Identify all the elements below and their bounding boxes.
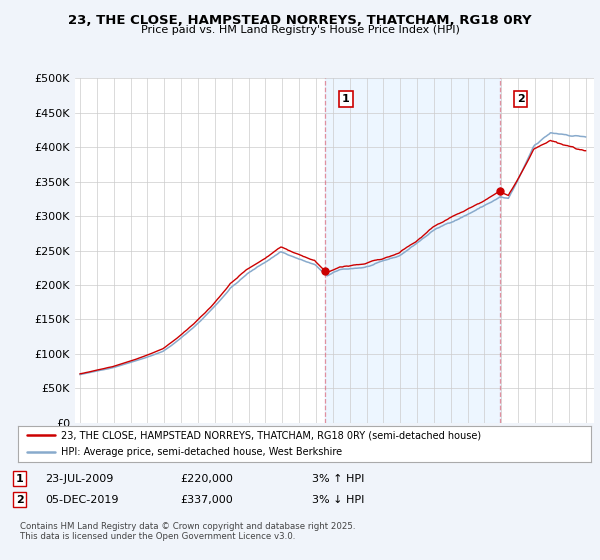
Text: 1: 1 — [16, 474, 23, 484]
Bar — [325, 78, 500, 423]
Text: £220,000: £220,000 — [180, 474, 233, 484]
Text: 1: 1 — [342, 94, 350, 104]
Text: 05-DEC-2019: 05-DEC-2019 — [45, 494, 119, 505]
Text: 3% ↑ HPI: 3% ↑ HPI — [312, 474, 364, 484]
Text: £337,000: £337,000 — [180, 494, 233, 505]
Text: Contains HM Land Registry data © Crown copyright and database right 2025.
This d: Contains HM Land Registry data © Crown c… — [20, 522, 355, 542]
Text: 23-JUL-2009: 23-JUL-2009 — [45, 474, 113, 484]
Text: 3% ↓ HPI: 3% ↓ HPI — [312, 494, 364, 505]
Text: HPI: Average price, semi-detached house, West Berkshire: HPI: Average price, semi-detached house,… — [61, 447, 342, 457]
Text: 2: 2 — [16, 494, 23, 505]
Text: 23, THE CLOSE, HAMPSTEAD NORREYS, THATCHAM, RG18 0RY (semi-detached house): 23, THE CLOSE, HAMPSTEAD NORREYS, THATCH… — [61, 431, 481, 440]
Text: 23, THE CLOSE, HAMPSTEAD NORREYS, THATCHAM, RG18 0RY: 23, THE CLOSE, HAMPSTEAD NORREYS, THATCH… — [68, 14, 532, 27]
Text: Price paid vs. HM Land Registry's House Price Index (HPI): Price paid vs. HM Land Registry's House … — [140, 25, 460, 35]
Text: 2: 2 — [517, 94, 524, 104]
